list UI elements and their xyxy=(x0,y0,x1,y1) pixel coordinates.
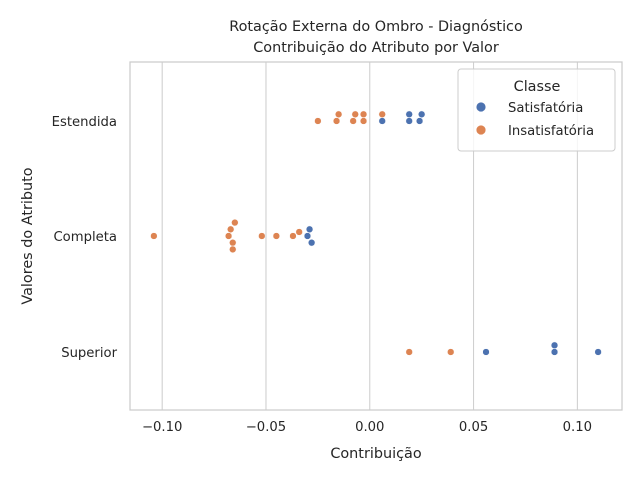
y-tick-labels: Estendida Completa Superior xyxy=(52,115,118,361)
data-point xyxy=(314,117,322,125)
x-tick-label: 0.05 xyxy=(459,420,488,435)
data-point xyxy=(334,110,343,118)
data-point xyxy=(227,225,235,233)
data-point xyxy=(305,225,314,233)
data-point xyxy=(224,232,233,240)
x-tick-label: −0.05 xyxy=(246,420,286,435)
data-point xyxy=(231,218,239,227)
data-point xyxy=(550,348,559,356)
data-point xyxy=(594,348,602,356)
data-point xyxy=(258,232,266,240)
data-point xyxy=(229,245,237,254)
data-point xyxy=(378,110,386,118)
data-point xyxy=(351,110,359,118)
data-point xyxy=(332,117,341,125)
data-point xyxy=(272,232,281,240)
y-tick-label: Completa xyxy=(53,230,117,245)
data-point xyxy=(303,232,312,240)
legend-marker-insatisfatoria xyxy=(475,124,487,136)
plot-frame xyxy=(129,61,623,411)
y-tick-label: Superior xyxy=(61,346,117,361)
y-axis-label: Valores do Atributo xyxy=(20,167,36,304)
legend-marker-satisfatoria xyxy=(475,101,487,113)
legend: Classe Satisfatória Insatisfatória xyxy=(457,68,616,152)
x-tick-label: 0.00 xyxy=(355,420,384,435)
data-point xyxy=(378,117,386,125)
data-point xyxy=(359,117,368,125)
data-point xyxy=(405,110,413,118)
x-axis-label: Contribuição xyxy=(330,446,422,462)
x-tick-label: −0.10 xyxy=(142,420,182,435)
legend-label-insatisfatoria: Insatisfatória xyxy=(508,123,594,139)
data-points xyxy=(150,110,602,356)
data-point xyxy=(447,348,455,356)
data-point xyxy=(415,117,424,125)
legend-box xyxy=(457,68,616,152)
data-point xyxy=(150,232,158,240)
data-point xyxy=(349,117,357,125)
data-point xyxy=(307,239,316,247)
data-point xyxy=(550,341,559,349)
data-point xyxy=(359,110,368,118)
data-point xyxy=(289,232,297,240)
data-point xyxy=(405,348,413,356)
x-tick-labels: −0.10 −0.05 0.00 0.05 0.10 xyxy=(142,420,592,435)
data-point xyxy=(482,348,490,356)
legend-title: Classe xyxy=(514,79,561,95)
legend-label-satisfatoria: Satisfatória xyxy=(508,100,583,116)
chart-subtitle: Contribuição do Atributo por Valor xyxy=(253,40,499,56)
chart-title: Rotação Externa do Ombro - Diagnóstico xyxy=(229,19,523,35)
data-point xyxy=(405,117,413,125)
data-point xyxy=(229,239,237,247)
data-point xyxy=(295,228,303,236)
y-tick-label: Estendida xyxy=(52,115,117,130)
x-tick-label: 0.10 xyxy=(563,420,592,435)
data-point xyxy=(418,110,426,118)
